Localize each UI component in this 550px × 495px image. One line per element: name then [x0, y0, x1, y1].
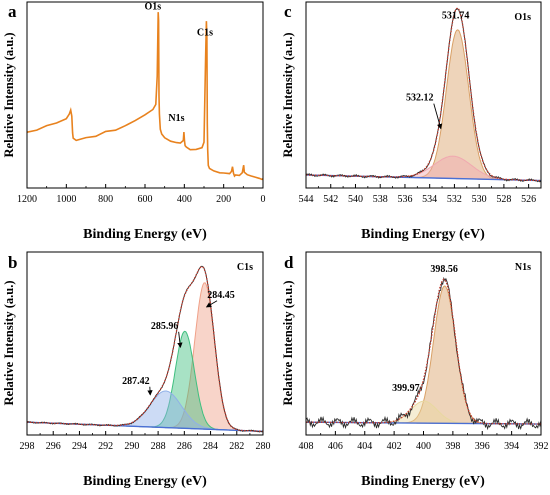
- x-tick-label: 0: [261, 194, 266, 205]
- fit-component-2: [306, 155, 541, 182]
- x-tick-label: 284: [203, 441, 218, 452]
- x-tick-label: 280: [256, 441, 271, 452]
- raw-spectrum-line: [306, 276, 541, 431]
- panel-letter: c: [284, 2, 292, 21]
- peak-position-label: 285.96: [151, 321, 179, 332]
- plot-area: [27, 265, 263, 433]
- x-tick-label: 286: [177, 441, 192, 452]
- x-tick-label: 400: [177, 194, 192, 205]
- peak-annotation: O1s: [145, 1, 162, 12]
- x-tick-label: 402: [387, 441, 402, 452]
- panel-d: 408 406 404 402 400 398 396 394 392 d Binding Ener…: [281, 251, 549, 489]
- peak-arrow: [433, 103, 443, 130]
- x-tick-label: 392: [534, 441, 549, 452]
- panel-b: 298 296 294 292 290 288 286 284 282 280 b Binding E…: [2, 251, 271, 489]
- x-tick-label: 534: [422, 194, 437, 205]
- x-tick-label: 800: [98, 194, 113, 205]
- fit-component-2: [306, 400, 541, 425]
- peak-position-label: 399.97: [392, 383, 420, 394]
- x-tick-label: 288: [151, 441, 166, 452]
- x-tick-label: 294: [72, 441, 87, 452]
- y-axis-label: Relative Intensity (a.u.): [2, 33, 16, 158]
- y-axis-label: Relative Intensity (a.u.): [281, 33, 295, 158]
- peak-position-label: 532.12: [406, 93, 434, 104]
- x-tick-label: 398: [445, 441, 460, 452]
- x-tick-label: 526: [521, 194, 536, 205]
- x-axis-label: Binding Energy (eV): [361, 474, 485, 489]
- x-tick-label: 408: [299, 441, 314, 452]
- envelope-fit-line: [27, 265, 263, 432]
- survey-spectrum-line: [27, 12, 263, 181]
- panel-a: 1200 1000 800 600 400 200 0 a Binding Energy (eV…: [2, 1, 266, 242]
- x-axis-label: Binding Energy (eV): [83, 474, 207, 489]
- x-tick-label: 528: [496, 194, 511, 205]
- plot-area: [306, 7, 541, 183]
- peak-position-label: 287.42: [122, 376, 150, 387]
- fit-component-1: [27, 282, 263, 432]
- core-level-label: N1s: [515, 262, 531, 273]
- x-tick-label: 282: [229, 441, 244, 452]
- x-tick-label: 600: [138, 194, 153, 205]
- x-tick-label: 200: [216, 194, 231, 205]
- x-tick-label: 538: [373, 194, 388, 205]
- panel-c: 544 542 540 538 536 534 532 530 528 526 c Binding E…: [281, 1, 542, 242]
- x-tick-label: 530: [472, 194, 487, 205]
- x-tick-label: 292: [98, 441, 113, 452]
- x-tick-label: 296: [46, 441, 61, 452]
- peak-annotation: C1s: [197, 27, 213, 38]
- x-tick-label: 404: [357, 441, 372, 452]
- fit-component-1: [306, 29, 541, 182]
- plot-area: [27, 12, 263, 181]
- x-axis-label: Binding Energy (eV): [361, 227, 485, 242]
- plot-area: [306, 276, 541, 431]
- x-tick-label: 394: [504, 441, 519, 452]
- envelope-fit-line: [306, 278, 541, 425]
- x-tick-label: 406: [328, 441, 343, 452]
- panel-letter: a: [8, 2, 17, 21]
- plot-frame: [26, 251, 264, 436]
- y-axis-label: Relative Intensity (a.u.): [2, 281, 16, 406]
- peak-annotation: N1s: [168, 113, 184, 124]
- envelope-fit-line: [306, 7, 541, 182]
- peak-position-label: 284.45: [207, 290, 235, 301]
- x-tick-label: 542: [323, 194, 338, 205]
- x-tick-label: 1000: [56, 194, 76, 205]
- x-tick-label: 396: [475, 441, 490, 452]
- x-tick-label: 290: [124, 441, 139, 452]
- plot-frame: [26, 1, 264, 189]
- x-tick-label: 298: [20, 441, 35, 452]
- core-level-label: O1s: [514, 12, 531, 23]
- peak-position-label: 398.56: [430, 264, 458, 275]
- panel-letter: d: [284, 253, 294, 272]
- x-tick-label: 1200: [17, 194, 37, 205]
- x-tick-label: 544: [299, 194, 314, 205]
- peak-arrow: [205, 300, 218, 308]
- core-level-label: C1s: [237, 262, 253, 273]
- y-axis-label: Relative Intensity (a.u.): [281, 281, 295, 406]
- plot-frame: [305, 1, 542, 189]
- x-tick-label: 400: [416, 441, 431, 452]
- x-tick-label: 536: [397, 194, 412, 205]
- x-axis-label: Binding Energy (eV): [83, 227, 207, 242]
- x-tick-label: 532: [447, 194, 462, 205]
- panel-letter: b: [8, 253, 17, 272]
- peak-arrow: [177, 331, 183, 349]
- peak-position-label: 531.74: [442, 11, 470, 22]
- x-tick-label: 540: [348, 194, 363, 205]
